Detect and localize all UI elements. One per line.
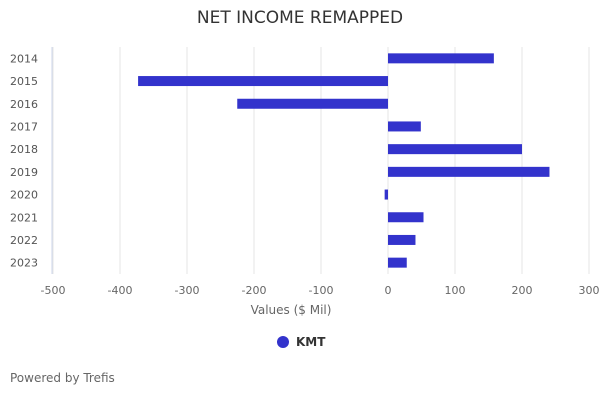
bar-2023 — [388, 257, 407, 268]
x-tick-label: -400 — [108, 284, 133, 297]
y-tick-label: 2017 — [10, 120, 38, 133]
x-tick-label: -500 — [41, 284, 66, 297]
bar-2014 — [388, 53, 494, 64]
bar-2015 — [138, 76, 388, 87]
bar-2020 — [384, 189, 388, 200]
y-tick-label: 2018 — [10, 143, 38, 156]
powered-by: Powered by Trefis — [10, 371, 115, 385]
x-tick-label: -300 — [175, 284, 200, 297]
y-tick-label: 2021 — [10, 211, 38, 224]
bar-chart: -500 -400 -300 -200 -100 0 100 200 300 2014 2015 20… — [10, 47, 600, 317]
x-tick-label: -200 — [242, 284, 267, 297]
bar-2022 — [388, 234, 416, 245]
y-tick-label: 2015 — [10, 75, 38, 88]
y-tick-label: 2023 — [10, 257, 38, 270]
bar-2021 — [388, 212, 424, 223]
bar-2019 — [388, 166, 550, 177]
bar-2017 — [388, 121, 421, 132]
legend-marker-icon — [277, 336, 289, 348]
y-tick-label: 2019 — [10, 166, 38, 179]
x-tick-label: 300 — [579, 284, 600, 297]
x-tick-label: 0 — [385, 284, 392, 297]
x-tick-label: 100 — [445, 284, 466, 297]
y-tick-label: 2020 — [10, 189, 38, 202]
x-tick-label: 200 — [512, 284, 533, 297]
bar-2018 — [388, 144, 522, 155]
bar-2016 — [237, 98, 388, 109]
legend-label: KMT — [296, 335, 326, 349]
legend[interactable]: KMT — [277, 335, 325, 349]
y-tick-label: 2014 — [10, 52, 38, 65]
chart-title: NET INCOME REMAPPED — [196, 8, 404, 28]
x-tick-label: -100 — [309, 284, 334, 297]
y-tick-label: 2016 — [10, 98, 38, 111]
x-axis-label: Values ($ Mil) — [251, 303, 332, 317]
y-tick-label: 2022 — [10, 234, 38, 247]
